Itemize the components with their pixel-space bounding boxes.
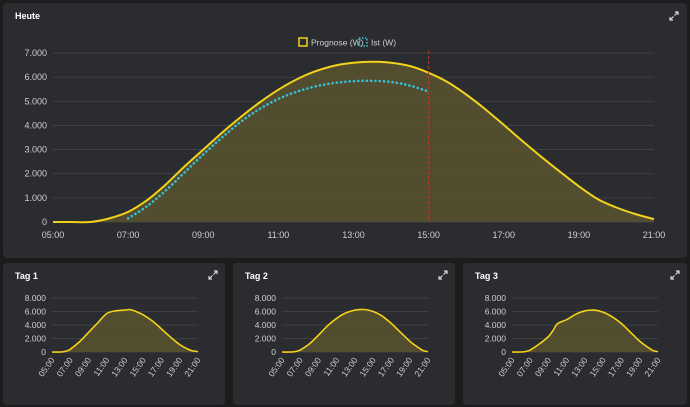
x-tick-label: 13:00 — [339, 355, 360, 378]
y-tick-label: 8.000 — [485, 293, 507, 303]
x-tick-label: 07:00 — [117, 230, 140, 240]
y-tick-label: 6.000 — [24, 72, 47, 82]
y-tick-label: 6.000 — [255, 307, 277, 317]
y-tick-label: 0 — [501, 347, 506, 357]
forecast-series-area — [512, 310, 658, 353]
day3-chart-title: Tag 3 — [475, 271, 498, 281]
x-tick-label: 07:00 — [54, 355, 75, 378]
legend-swatch-actual — [358, 37, 368, 47]
y-tick-label: 8.000 — [25, 293, 47, 303]
forecast-series-area — [53, 61, 654, 223]
y-tick-label: 0 — [41, 347, 46, 357]
y-tick-label: 4.000 — [25, 320, 47, 330]
day3-chart: 0 2.000 4.000 6.000 8.000 05:0007:0009:0011:0… — [485, 293, 663, 379]
day2-chart-title: Tag 2 — [245, 271, 268, 281]
x-tick-label: 19:00 — [394, 355, 415, 378]
day1-chart: 0 2.000 4.000 6.000 8.000 05:0007:0009:0011:0… — [25, 293, 203, 379]
y-tick-label: 3.000 — [24, 145, 47, 155]
x-tick-label: 17:00 — [606, 355, 627, 378]
x-tick-label: 05:00 — [42, 230, 65, 240]
legend-label-actual: Ist (W) — [371, 38, 396, 48]
x-tick-label: 11:00 — [321, 355, 341, 378]
x-tick-label: 21:00 — [643, 230, 666, 240]
day2-chart-card: Tag 2 0 2.000 4.000 6.000 8.000 05:00 07:00 09:… — [233, 263, 455, 405]
day1-chart-title: Tag 1 — [15, 271, 38, 281]
x-tick-label: 19:00 — [568, 230, 591, 240]
x-tick-label: 17:00 — [492, 230, 515, 240]
forecast-series-area — [52, 309, 198, 353]
x-tick-label: 21:00 — [642, 355, 663, 378]
forecast-series-line — [51, 308, 199, 353]
legend-label-forecast: Prognose (W) — [311, 38, 364, 48]
y-tick-label: 2.000 — [255, 334, 277, 344]
y-tick-label: 1.000 — [24, 193, 47, 203]
actual-series-line — [126, 79, 430, 220]
x-tick-label: 15:00 — [127, 355, 148, 378]
day3-chart-card: Tag 3 0 2.000 4.000 6.000 8.000 05:00 07:00 09:… — [463, 263, 687, 405]
expand-icon[interactable] — [670, 270, 680, 280]
y-tick-label: 7.000 — [24, 48, 47, 58]
forecast-series-line — [511, 309, 659, 353]
x-tick-label: 11:00 — [91, 355, 111, 378]
main-chart: 0 1.000 2.000 3.000 4.000 5.000 6.000 7.000 05:0… — [24, 37, 666, 240]
x-tick-label: 17:00 — [376, 355, 397, 378]
main-chart-title: Heute — [15, 11, 41, 21]
y-tick-label: 0 — [42, 217, 47, 227]
x-tick-label: 17:00 — [146, 355, 167, 378]
y-tick-label: 0 — [271, 347, 276, 357]
main-chart-card: Heute 0 1.000 2.000 3.000 4.000 5.000 6.000 7.0… — [3, 3, 687, 258]
y-tick-label: 5.000 — [24, 96, 47, 106]
y-tick-label: 2.000 — [485, 334, 507, 344]
forecast-series-line — [281, 308, 429, 353]
y-tick-label: 4.000 — [255, 320, 277, 330]
day2-chart: 0 2.000 4.000 6.000 8.000 05:0007:0009:0011:0… — [255, 293, 433, 379]
x-tick-label: 09:00 — [303, 355, 324, 378]
y-tick-label: 6.000 — [485, 307, 507, 317]
y-tick-label: 8.000 — [255, 293, 277, 303]
x-tick-label: 15:00 — [417, 230, 440, 240]
x-tick-label: 15:00 — [587, 355, 608, 378]
x-tick-label: 13:00 — [569, 355, 590, 378]
legend-swatch-forecast — [298, 37, 308, 47]
x-tick-label: 07:00 — [284, 355, 305, 378]
y-tick-label: 4.000 — [485, 320, 507, 330]
y-tick-label: 4.000 — [24, 120, 47, 130]
x-tick-label: 09:00 — [192, 230, 215, 240]
x-tick-label: 13:00 — [109, 355, 130, 378]
x-tick-label: 09:00 — [73, 355, 94, 378]
x-tick-label: 05:00 — [266, 355, 287, 378]
x-tick-label: 09:00 — [533, 355, 554, 378]
x-tick-label: 19:00 — [164, 355, 185, 378]
y-tick-label: 2.000 — [24, 169, 47, 179]
expand-icon[interactable] — [669, 11, 679, 21]
x-tick-label: 19:00 — [624, 355, 645, 378]
chart-legend: Prognose (W) Ist (W) — [298, 37, 396, 48]
y-tick-label: 2.000 — [25, 334, 47, 344]
x-tick-label: 07:00 — [514, 355, 535, 378]
x-tick-label: 05:00 — [36, 355, 57, 378]
expand-icon[interactable] — [438, 270, 448, 280]
x-tick-label: 11:00 — [551, 355, 571, 378]
x-tick-label: 05:00 — [496, 355, 517, 378]
x-tick-label: 21:00 — [182, 355, 203, 378]
forecast-series-area — [282, 309, 428, 353]
x-tick-label: 11:00 — [267, 230, 289, 240]
forecast-series-line — [52, 60, 655, 224]
x-tick-label: 13:00 — [342, 230, 365, 240]
x-tick-label: 21:00 — [412, 355, 433, 378]
day1-chart-card: Tag 1 0 2.000 4.000 6.000 8.000 05:00 07:00 09:… — [3, 263, 225, 405]
y-tick-label: 6.000 — [25, 307, 47, 317]
x-tick-label: 15:00 — [357, 355, 378, 378]
expand-icon[interactable] — [208, 270, 218, 280]
